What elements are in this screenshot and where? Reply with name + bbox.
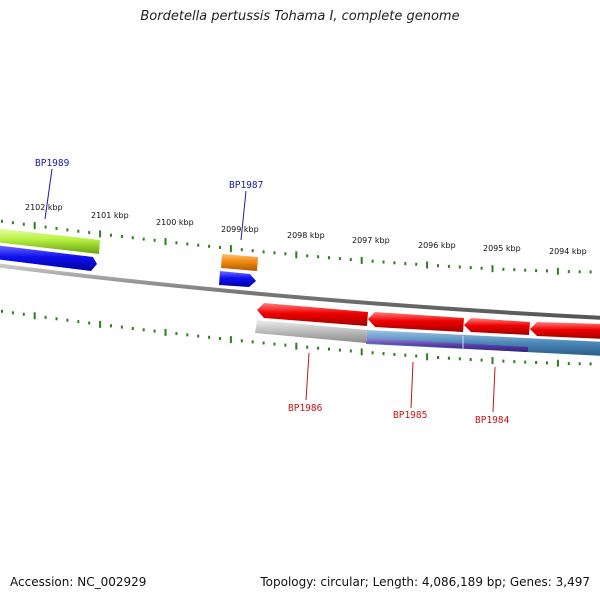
gene-label-bp1989[interactable]: BP1989 — [35, 158, 70, 169]
gene-bp1986[interactable] — [257, 303, 368, 326]
scale-label-2096: 2096 kbp — [418, 241, 456, 250]
inner-tick-ring — [1, 309, 592, 367]
feature-red-reverse[interactable] — [530, 322, 600, 339]
scale-label-2100: 2100 kbp — [156, 218, 194, 227]
gene-label-bp1986[interactable]: BP1986 — [288, 403, 323, 414]
leader-bp1985 — [410, 361, 414, 409]
leader-bp1989 — [44, 168, 53, 220]
gene-label-bp1985[interactable]: BP1985 — [393, 410, 427, 421]
feature-steel-reverse[interactable] — [366, 330, 600, 356]
feature-green-forward[interactable] — [0, 228, 100, 254]
accession-text: Accession: NC_002929 — [10, 575, 147, 589]
gene-label-bp1984[interactable]: BP1984 — [475, 415, 510, 426]
scale-label-2101: 2101 kbp — [91, 211, 129, 220]
gene-label-bp1987[interactable]: BP1987 — [229, 180, 263, 191]
outer-tick-ring — [1, 219, 592, 275]
gene-bp1984[interactable] — [464, 318, 530, 335]
genome-backbone — [0, 263, 600, 320]
leader-bp1987 — [240, 190, 247, 241]
leader-bp1986 — [305, 352, 310, 401]
scale-label-2095: 2095 kbp — [483, 244, 521, 253]
scale-labels: 2102 kbp 2101 kbp 2100 kbp 2099 kbp 2098… — [25, 203, 587, 256]
gene-bp1985[interactable] — [368, 312, 464, 332]
leader-bp1984 — [492, 366, 496, 413]
gene-bp1987[interactable] — [219, 271, 256, 287]
feature-orange-forward[interactable] — [221, 254, 258, 271]
map-title: Bordetella pertussis Tohama I, complete … — [140, 9, 460, 24]
scale-label-2094: 2094 kbp — [549, 247, 587, 256]
scale-label-2098: 2098 kbp — [287, 231, 325, 240]
scale-label-2102: 2102 kbp — [25, 203, 63, 212]
genome-info-text: Topology: circular; Length: 4,086,189 bp… — [260, 575, 590, 589]
feature-gray-reverse[interactable] — [255, 320, 367, 343]
gene-bp1989[interactable] — [0, 245, 97, 271]
scale-label-2097: 2097 kbp — [352, 236, 390, 245]
feature-purple-reverse[interactable] — [366, 338, 528, 352]
scale-label-2099: 2099 kbp — [221, 225, 259, 234]
